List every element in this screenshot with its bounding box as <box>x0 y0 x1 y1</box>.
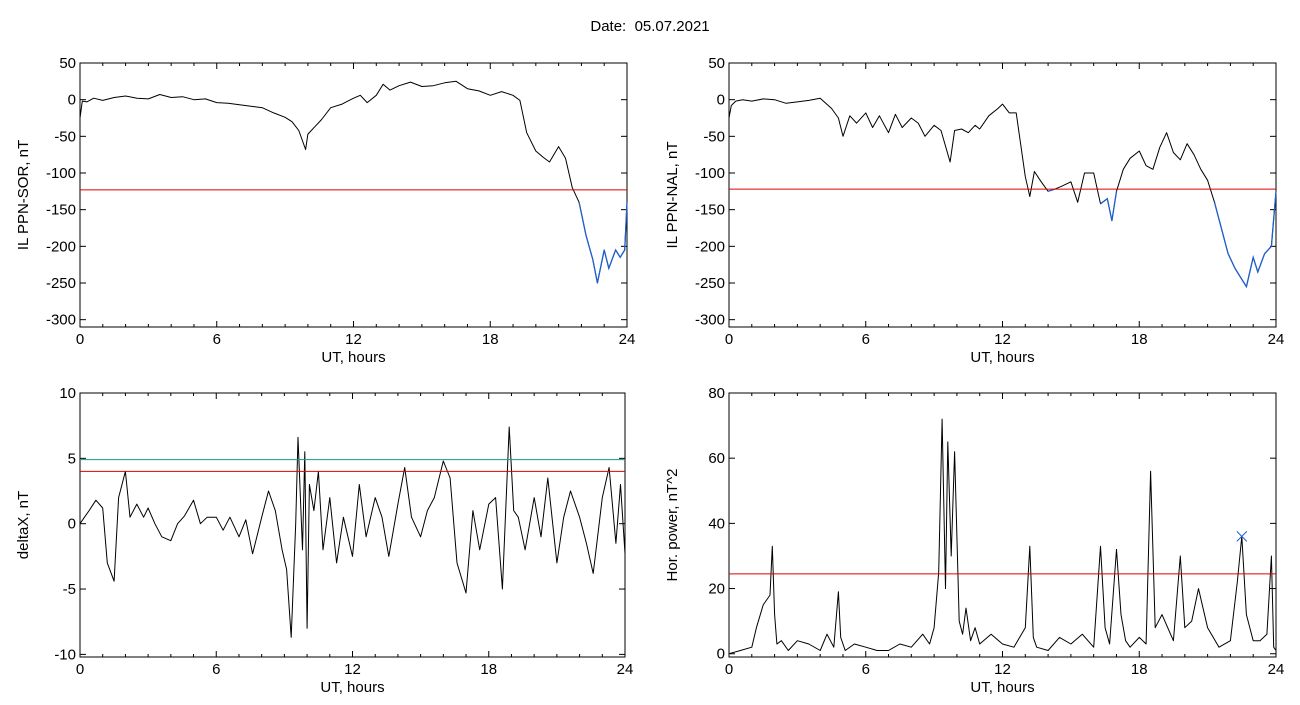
x-tick-label: 18 <box>1131 331 1148 348</box>
y-tick-label: -200 <box>46 238 76 255</box>
x-tick-label: 6 <box>212 661 220 678</box>
y-tick-label: -50 <box>54 128 76 145</box>
x-tick-label: 6 <box>862 661 870 678</box>
y-tick-label: 60 <box>708 450 725 467</box>
x-tick-label: 24 <box>1268 331 1285 348</box>
data-series-line <box>79 80 628 284</box>
y-axis-label: deltaX, nT <box>15 491 32 559</box>
y-axis-label: IL PPN-SOR, nT <box>15 140 32 250</box>
peak-marker <box>1236 531 1248 542</box>
plot-frame <box>728 392 1277 658</box>
chart-hor-power: 0 6 12 18 24 80 60 40 20 0 UT, hours Hor. power, nT… <box>664 385 1284 696</box>
plot-frame <box>79 62 628 328</box>
chart-il-ppn-nal: 0 6 12 18 24 50 0 -50 -100 -150 -200 -250 -300 UT, ho… <box>664 55 1284 366</box>
x-tick-label: 24 <box>1268 661 1285 678</box>
x-tick-label: 24 <box>619 331 636 348</box>
y-tick-label: -300 <box>695 312 725 329</box>
y-tick-label: -250 <box>46 275 76 292</box>
y-tick-label: 0 <box>68 92 76 109</box>
y-tick-label: -200 <box>695 238 725 255</box>
x-tick-label: 0 <box>76 661 84 678</box>
x-tick-label: 18 <box>482 331 499 348</box>
below-threshold-segment <box>578 202 628 284</box>
x-tick-label: 24 <box>617 661 634 678</box>
x-tick-label: 12 <box>345 331 362 348</box>
y-tick-label: -150 <box>46 202 76 219</box>
y-tick-label: 10 <box>59 385 76 402</box>
x-axis-label: UT, hours <box>970 679 1034 696</box>
y-tick-label: 50 <box>59 55 76 72</box>
y-tick-label: 0 <box>68 516 76 533</box>
x-tick-label: 18 <box>480 661 497 678</box>
y-tick-label: -100 <box>695 165 725 182</box>
y-tick-label: -100 <box>46 165 76 182</box>
below-threshold-segment <box>1213 191 1277 289</box>
x-tick-label: 12 <box>994 331 1011 348</box>
y-tick-label: -50 <box>703 128 725 145</box>
y-axis-label: Hor. power, nT^2 <box>664 469 681 582</box>
x-axis-label: UT, hours <box>321 349 385 366</box>
y-tick-label: -10 <box>54 646 76 663</box>
x-tick-label: 12 <box>994 661 1011 678</box>
chart-deltax: 0 6 12 18 24 10 5 0 -5 -10 UT, hours deltaX, nT <box>15 385 633 696</box>
y-tick-label: -300 <box>46 312 76 329</box>
plot-frame <box>79 392 626 658</box>
y-tick-label: -150 <box>695 202 725 219</box>
date-label: Date: <box>590 18 627 35</box>
x-tick-label: 6 <box>862 331 870 348</box>
x-tick-label: 0 <box>725 331 733 348</box>
date-value: 05.07.2021 <box>634 18 710 35</box>
y-tick-label: 0 <box>717 646 725 663</box>
data-series-line <box>79 426 626 638</box>
y-axis-label: IL PPN-NAL, nT <box>664 142 681 249</box>
plot-frame <box>728 62 1277 328</box>
x-tick-label: 12 <box>344 661 361 678</box>
chart-il-ppn-sor: 0 6 12 18 24 50 0 -50 -100 -150 -200 -250 -300 UT, ho… <box>15 55 635 366</box>
below-threshold-segment <box>1100 191 1118 221</box>
x-tick-label: 0 <box>76 331 84 348</box>
x-tick-label: 18 <box>1131 661 1148 678</box>
x-tick-label: 6 <box>213 331 221 348</box>
date-title: Date: 05.07.2021 <box>0 18 1300 35</box>
data-series-line <box>728 97 1277 288</box>
y-tick-label: 40 <box>708 515 725 532</box>
y-tick-label: 0 <box>717 92 725 109</box>
y-tick-label: -250 <box>695 275 725 292</box>
y-tick-label: 80 <box>708 385 725 402</box>
y-tick-label: 20 <box>708 581 725 598</box>
data-series-line <box>728 418 1277 655</box>
x-tick-label: 0 <box>725 661 733 678</box>
x-axis-label: UT, hours <box>320 679 384 696</box>
y-tick-label: 5 <box>68 450 76 467</box>
x-axis-label: UT, hours <box>970 349 1034 366</box>
y-tick-label: -5 <box>63 581 76 598</box>
y-tick-label: 50 <box>708 55 725 72</box>
